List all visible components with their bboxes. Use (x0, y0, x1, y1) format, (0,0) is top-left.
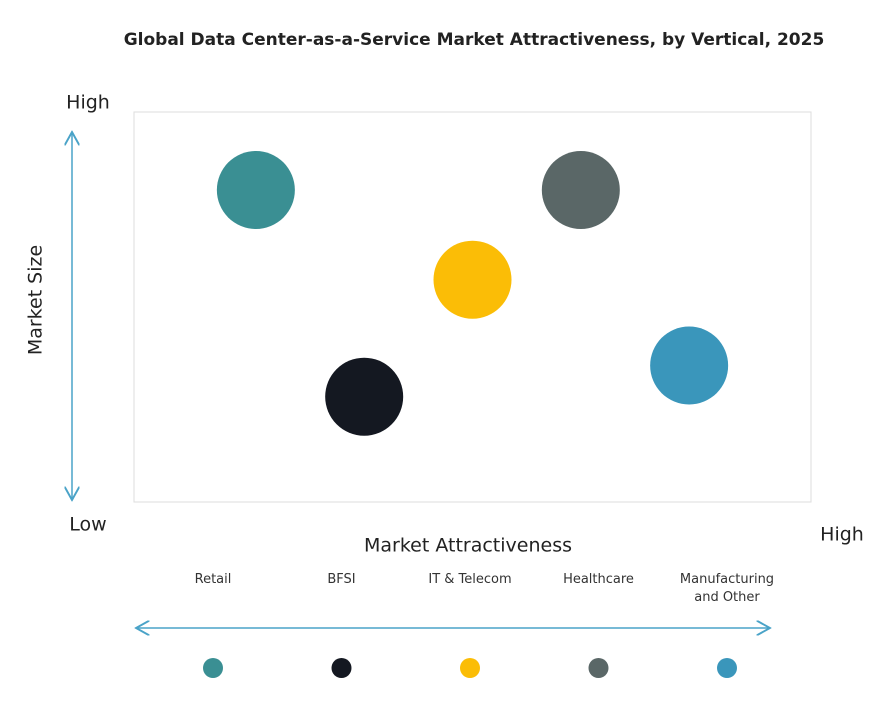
y-tick-label: High (66, 92, 110, 114)
bubble (325, 357, 404, 436)
x-axis-label: Market Attractiveness (364, 535, 572, 557)
legend-swatch (588, 658, 609, 678)
legend-label: Healthcare (563, 572, 634, 587)
bubble (433, 240, 512, 319)
x-tick-label: High (820, 524, 864, 546)
chart-title: Global Data Center-as-a-Service Market A… (124, 30, 825, 50)
legend-label: Retail (194, 572, 232, 587)
legend-label: Manufacturing and Other (679, 572, 775, 605)
legend-swatch (331, 658, 352, 678)
legend-label: BFSI (327, 572, 356, 587)
legend-swatch (203, 658, 223, 678)
bubble (541, 151, 620, 229)
legend-label: IT & Telecom (428, 572, 512, 587)
bubble (216, 151, 295, 229)
legend-swatch (717, 658, 737, 678)
y-tick-label: Low (69, 514, 106, 536)
bubble (650, 326, 729, 405)
y-axis-label: Market Size (25, 245, 47, 355)
legend-swatch (460, 658, 480, 678)
